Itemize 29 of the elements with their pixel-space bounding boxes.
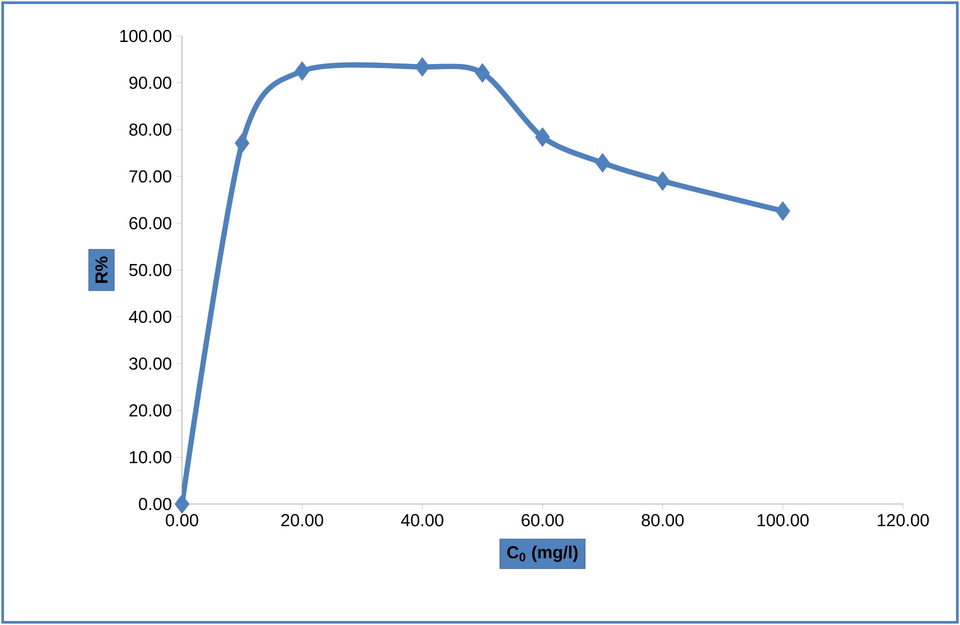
y-tick-label: 70.00 bbox=[129, 170, 172, 183]
y-tick-label: 80.00 bbox=[129, 123, 172, 136]
x-tick-label: 0.00 bbox=[166, 514, 198, 526]
point bbox=[415, 57, 430, 77]
y-tick-label: 60.00 bbox=[129, 217, 172, 230]
point bbox=[776, 201, 790, 221]
y-tick-label: 40.00 bbox=[128, 310, 172, 323]
x-tick-label: 60.00 bbox=[522, 514, 564, 526]
x-tick-label: 40.00 bbox=[401, 514, 444, 526]
point bbox=[475, 63, 490, 83]
y-tick-label: 20.00 bbox=[129, 404, 172, 417]
point bbox=[595, 153, 610, 172]
y-tick-label: 30.00 bbox=[129, 357, 172, 370]
y-tick-label: 10.00 bbox=[130, 451, 172, 464]
point bbox=[655, 171, 670, 191]
y-tick-label: 90.00 bbox=[129, 76, 172, 89]
y-tick-label: 50.00 bbox=[129, 264, 172, 276]
x-tick-label: 20.00 bbox=[281, 514, 324, 526]
point bbox=[234, 134, 250, 153]
x-axis-title: C$_{0}$ (mg/l) bbox=[507, 546, 578, 562]
y-tick-label: 0.00 bbox=[138, 498, 172, 510]
point bbox=[294, 61, 310, 81]
y-axis-title: R% bbox=[95, 256, 108, 283]
x-tick-label: 100.00 bbox=[758, 514, 809, 526]
x-tick-label: 120.00 bbox=[878, 514, 929, 526]
point bbox=[535, 127, 550, 147]
y-tick-label: 100.00 bbox=[120, 30, 172, 42]
point bbox=[174, 494, 190, 514]
x-tick-label: 80.00 bbox=[642, 514, 684, 526]
